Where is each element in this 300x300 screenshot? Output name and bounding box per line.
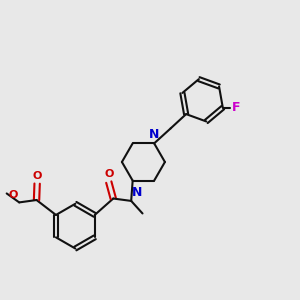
Text: F: F: [232, 101, 240, 114]
Text: O: O: [9, 190, 18, 200]
Text: N: N: [132, 186, 142, 200]
Text: O: O: [32, 171, 42, 181]
Text: O: O: [104, 169, 113, 179]
Text: N: N: [149, 128, 159, 141]
